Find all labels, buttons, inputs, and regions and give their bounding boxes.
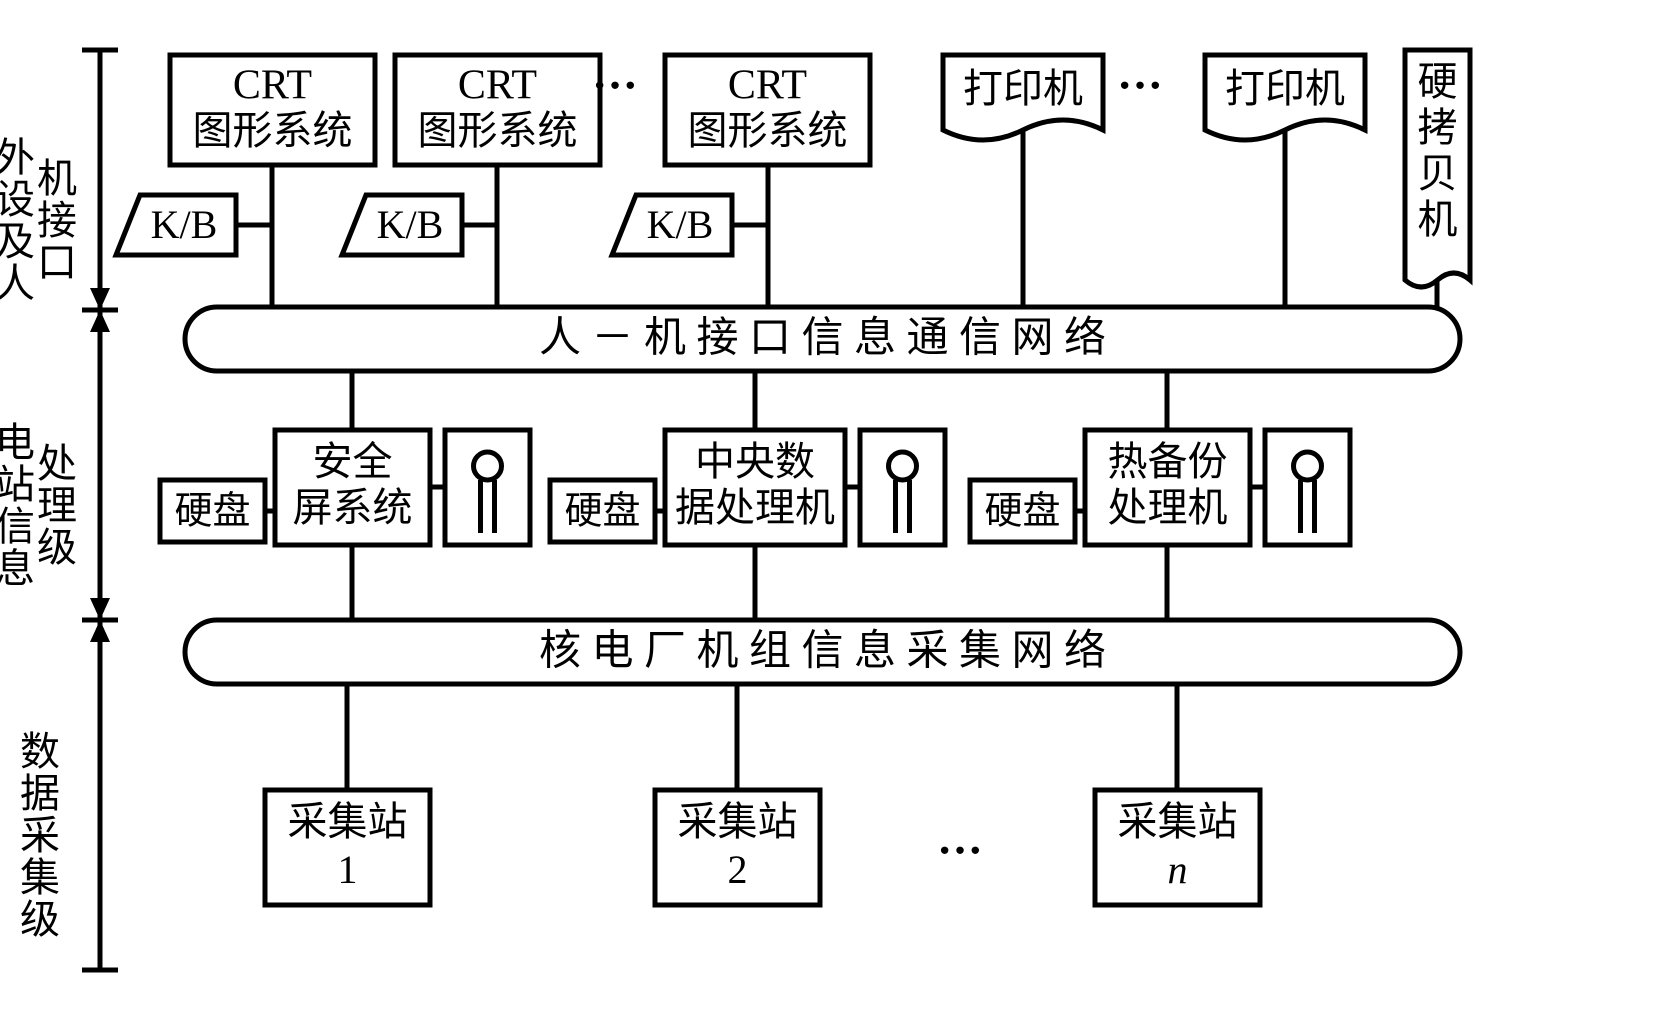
crt-label: 图形系统 xyxy=(418,108,578,153)
section-label-char: 处 xyxy=(37,441,77,486)
section-label-char: 机 xyxy=(37,156,77,201)
section-label-char: 人 xyxy=(0,261,35,306)
processor-label: 中央数 xyxy=(695,439,815,484)
bracket-arrow xyxy=(90,288,110,310)
ellipsis: ··· xyxy=(1117,60,1163,111)
crt-label: CRT xyxy=(728,63,807,109)
crt-label: CRT xyxy=(458,63,537,109)
hardcopy-label-char: 拷 xyxy=(1418,105,1458,150)
diagram-root: 外设及人机接口电站信息处理级数据采集级CRT图形系统CRT图形系统CRT图形系统… xyxy=(0,0,1654,1015)
tape-reel-icon xyxy=(474,452,502,480)
tape-box xyxy=(445,430,530,545)
station-label: 2 xyxy=(728,847,748,892)
section-label-char: 息 xyxy=(0,546,35,591)
bracket-arrow xyxy=(90,598,110,620)
section-label-char: 采 xyxy=(20,813,60,858)
bus-label: 核 电 厂 机 组 信 息 采 集 网 络 xyxy=(539,628,1106,675)
disk-label: 硬盘 xyxy=(564,491,640,533)
disk-label: 硬盘 xyxy=(174,491,250,533)
section-label-char: 设 xyxy=(0,177,35,222)
crt-label: CRT xyxy=(233,63,312,109)
station-label: 1 xyxy=(338,847,358,892)
section-label-char: 理 xyxy=(37,483,77,528)
tape-box xyxy=(860,430,945,545)
processor-label: 热备份 xyxy=(1108,439,1228,484)
section-label-char: 级 xyxy=(37,525,77,570)
section-label-char: 据 xyxy=(20,771,60,816)
bracket-arrow xyxy=(90,310,110,332)
ellipsis: ··· xyxy=(937,825,983,876)
keyboard-label: K/B xyxy=(377,202,444,247)
processor-label: 处理机 xyxy=(1108,485,1228,530)
station-label: 采集站 xyxy=(1118,799,1238,844)
hardcopy-label-char: 贝 xyxy=(1418,151,1458,196)
station-label-italic: n xyxy=(1168,847,1188,892)
section-label-char: 信 xyxy=(0,504,35,549)
section-label-char: 口 xyxy=(37,240,77,285)
printer-label: 打印机 xyxy=(1225,66,1345,111)
processor-label: 据处理机 xyxy=(675,485,835,530)
tape-box xyxy=(1265,430,1350,545)
printer-label: 打印机 xyxy=(963,66,1083,111)
section-label-char: 电 xyxy=(0,420,35,465)
hardcopy-label-char: 硬 xyxy=(1418,59,1458,104)
diagram-svg: 外设及人机接口电站信息处理级数据采集级CRT图形系统CRT图形系统CRT图形系统… xyxy=(0,0,1654,1015)
section-label-char: 站 xyxy=(0,462,35,507)
crt-label: 图形系统 xyxy=(193,108,353,153)
hardcopy-label-char: 机 xyxy=(1418,197,1458,242)
tape-reel-icon xyxy=(1294,452,1322,480)
processor-label: 屏系统 xyxy=(293,485,413,530)
keyboard-label: K/B xyxy=(647,202,714,247)
tape-reel-icon xyxy=(889,452,917,480)
crt-label: 图形系统 xyxy=(688,108,848,153)
station-label: 采集站 xyxy=(678,799,798,844)
section-label-char: 接 xyxy=(37,198,77,243)
disk-label: 硬盘 xyxy=(984,491,1060,533)
processor-label: 安全 xyxy=(313,439,393,484)
bracket-arrow xyxy=(90,620,110,642)
station-label: 采集站 xyxy=(288,799,408,844)
keyboard-label: K/B xyxy=(151,202,218,247)
bus-label: 人 － 机 接 口 信 息 通 信 网 络 xyxy=(539,315,1106,362)
section-label-char: 及 xyxy=(0,219,35,264)
section-label-char: 级 xyxy=(20,897,60,942)
ellipsis: ··· xyxy=(592,60,638,111)
section-label-char: 外 xyxy=(0,135,35,180)
section-label-char: 数 xyxy=(20,729,60,774)
section-label-char: 集 xyxy=(20,855,60,900)
